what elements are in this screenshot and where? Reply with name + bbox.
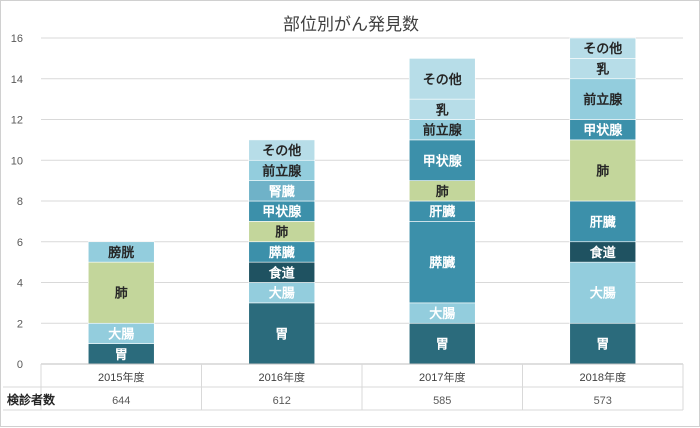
y-tick-label: 4 [17, 278, 23, 290]
segment-label: その他 [423, 72, 462, 88]
bar-segment [87, 241, 155, 263]
segment-label: 膵臓 [269, 245, 295, 261]
data-table: 検診者数 644 612 585 573 [3, 386, 683, 411]
bar-segment [408, 139, 476, 181]
segment-label: 前立腺 [262, 163, 302, 179]
chart-title: 部位別がん発見数 [283, 15, 419, 35]
y-tick-label: 0 [17, 359, 23, 371]
segment-label: 胃 [115, 348, 128, 363]
table-row-label: 検診者数 [7, 392, 56, 407]
y-tick-label: 2 [17, 318, 23, 330]
title-backdrop [277, 13, 425, 37]
segment-label: 腎臓 [269, 184, 295, 200]
y-tick-label: 10 [11, 155, 23, 167]
segment-label: 胃 [596, 338, 609, 353]
table-cell: 612 [273, 395, 291, 407]
x-tick-label: 2017年度 [419, 370, 465, 384]
segment-label: 甲状腺 [423, 153, 463, 169]
bars: 胃大腸肺膀胱胃大腸食道膵臓肺甲状腺腎臓前立腺その他胃大腸膵臓肝臓肺甲状腺前立腺乳… [87, 37, 637, 365]
x-tick-label: 2015年度 [98, 370, 144, 384]
segment-label: 前立腺 [583, 92, 623, 108]
bar-segment [87, 261, 155, 324]
y-tick-label: 6 [17, 237, 23, 249]
x-tick-label: 2016年度 [259, 370, 305, 384]
segment-label: 肺 [275, 225, 288, 241]
segment-label: 甲状腺 [262, 204, 302, 220]
y-axis: 0 2 4 6 8 10 12 14 16 [11, 33, 23, 371]
segment-label: 前立腺 [423, 123, 463, 139]
bar-segment [408, 58, 476, 100]
bar-segment [569, 37, 637, 59]
segment-label: 肺 [596, 163, 609, 179]
bar-segment [569, 200, 637, 243]
segment-label: 食道 [590, 245, 616, 261]
segment-label: 膀胱 [107, 245, 134, 261]
bar-segment [248, 139, 316, 161]
segment-label: 肝臓 [590, 214, 616, 230]
segment-label: 胃 [275, 327, 288, 342]
segment-label: 肺 [436, 184, 449, 200]
segment-label: 肝臓 [429, 204, 455, 220]
bar-segment [569, 139, 637, 202]
bar-segment [248, 302, 316, 365]
segment-label: 乳 [596, 62, 609, 78]
segment-label: 大腸 [590, 286, 616, 302]
y-tick-label: 14 [11, 74, 23, 86]
bar-segment [408, 221, 476, 304]
x-tick-label: 2018年度 [580, 370, 626, 384]
segment-label: その他 [583, 41, 622, 57]
y-tick-label: 8 [17, 196, 23, 208]
segment-label: その他 [262, 143, 301, 159]
segment-label: 甲状腺 [583, 123, 623, 139]
segment-label: 食道 [269, 265, 295, 281]
segment-label: 大腸 [108, 326, 134, 342]
segment-label: 大腸 [269, 286, 295, 302]
segment-label: 大腸 [429, 306, 455, 322]
bar-segment [569, 78, 637, 120]
segment-label: 肺 [115, 286, 128, 302]
bar-segment [569, 261, 637, 324]
segment-label: 膵臓 [429, 255, 455, 271]
y-tick-label: 16 [11, 33, 23, 45]
bar-segment [408, 322, 476, 365]
y-tick-label: 12 [11, 115, 23, 127]
segment-label: 乳 [436, 102, 449, 118]
table-cell: 573 [594, 395, 612, 407]
table-cell: 585 [433, 395, 451, 407]
segment-label: 胃 [436, 338, 449, 353]
table-cell: 644 [112, 395, 130, 407]
